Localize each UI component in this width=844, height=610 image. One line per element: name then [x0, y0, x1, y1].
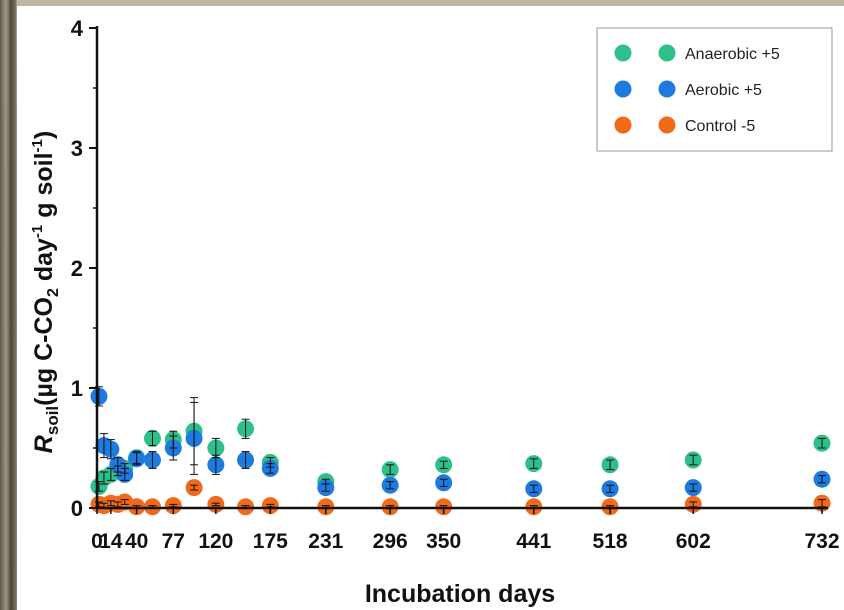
x-tick-label: 732 — [804, 530, 839, 553]
legend-label: Control -5 — [685, 118, 755, 135]
y-tick-label: 4 — [71, 16, 84, 41]
legend-label: Anaerobic +5 — [685, 46, 780, 63]
x-tick-label: 175 — [253, 530, 288, 553]
legend-marker — [658, 44, 676, 62]
y-ticks: 0 1 2 3 4 — [71, 16, 97, 521]
legend-marker — [614, 116, 632, 134]
y-tick-label: 2 — [71, 256, 83, 281]
error-bars — [94, 386, 826, 509]
x-tick-label: 231 — [308, 530, 343, 553]
x-tick-label: 518 — [593, 530, 628, 553]
x-tick-label: 14 — [99, 530, 123, 553]
legend-items: Anaerobic +5 Aerobic +5 Control -5 — [614, 44, 780, 135]
x-axis-title: Incubation days — [365, 580, 555, 608]
x-tick-label: 0 — [91, 530, 103, 553]
y-tick-label: 0 — [71, 496, 83, 521]
x-tick-label: 296 — [373, 530, 408, 553]
legend-marker — [658, 80, 676, 98]
legend-marker — [614, 44, 632, 62]
legend: Anaerobic +5 Aerobic +5 Control -5 — [596, 27, 833, 152]
y-tick-label: 3 — [71, 136, 83, 161]
y-tick-label: 1 — [71, 376, 83, 401]
x-tick-label: 602 — [676, 530, 711, 553]
x-tick-label: 120 — [198, 530, 233, 553]
x-tick-label: 77 — [162, 530, 185, 553]
y-axis-title: Rsoil(µg C-CO2 day-1 g soil-1) — [29, 131, 62, 453]
legend-marker — [614, 80, 632, 98]
x-tick-label: 441 — [516, 530, 551, 553]
x-tick-label: 40 — [125, 530, 148, 553]
legend-box — [596, 27, 833, 152]
legend-label: Aerobic +5 — [685, 82, 762, 99]
x-ticks: 014 40 77 120 175 231 296 350 441 518 602 732 — [91, 508, 840, 553]
data-points — [90, 387, 831, 516]
legend-marker — [658, 116, 676, 134]
x-tick-label: 350 — [426, 530, 461, 553]
